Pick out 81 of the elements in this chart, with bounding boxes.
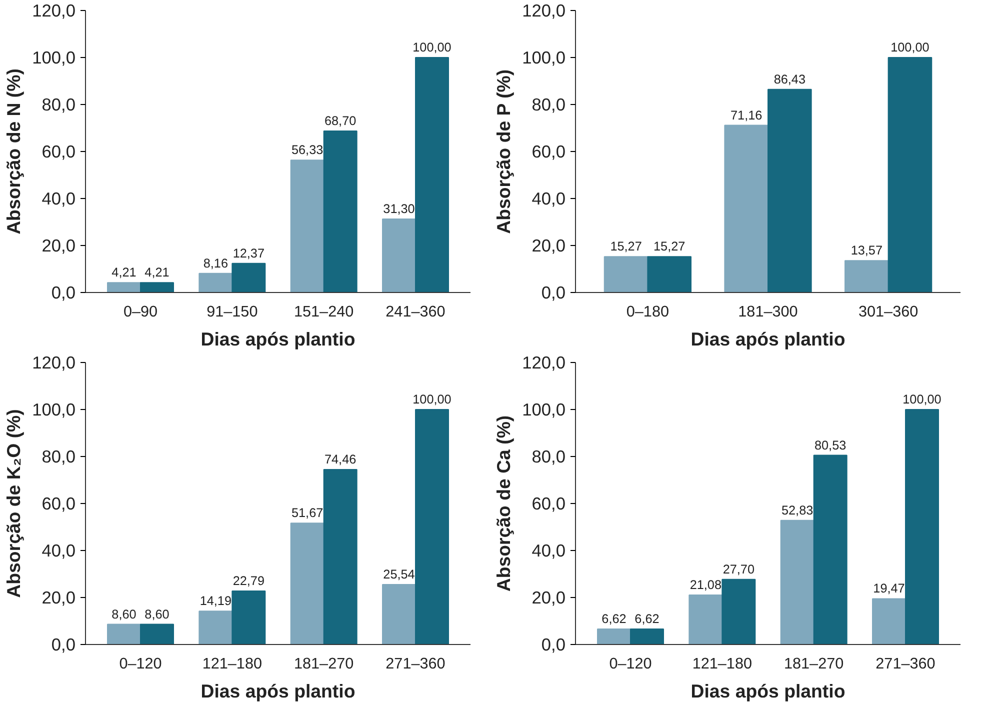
y-tick-label: 0,0 [541,282,566,302]
y-tick-label: 20,0 [532,236,566,256]
data-label: 51,67 [292,506,324,520]
y-tick-label: 40,0 [532,540,566,560]
y-tick-label: 20,0 [532,588,566,608]
data-label: 15,27 [610,240,642,254]
y-axis-title: Absorção de N (%) [3,68,24,234]
data-label: 100,00 [412,392,452,406]
data-label: 100,00 [412,40,452,54]
data-label: 8,60 [112,607,136,622]
y-tick-label: 120,0 [32,0,76,20]
data-label: 14,19 [200,594,232,608]
x-tick-label: 241–360 [386,304,446,320]
x-tick-label: 0–120 [609,656,652,672]
x-axis-title: Dias após plantio [200,680,356,702]
data-label: 15,27 [654,240,686,254]
y-tick-label: 100,0 [32,400,76,420]
y-tick-label: 80,0 [42,446,76,466]
y-axis-title: Absorção de Ca (%) [493,415,514,592]
data-label: 31,30 [383,202,415,216]
data-label: 4,21 [112,266,136,280]
y-tick-label: 60,0 [532,494,566,514]
x-tick-label: 181–300 [738,304,798,320]
y-tick-label: 120,0 [522,0,566,20]
data-label: 68,70 [324,114,356,128]
data-label: 21,08 [690,578,722,592]
data-label: 13,57 [850,244,882,258]
x-tick-label: 181–270 [294,656,354,672]
data-label: 19,47 [873,582,905,596]
y-tick-label: 40,0 [532,188,566,208]
y-tick-label: 80,0 [532,94,566,114]
x-axis-title: Dias após plantio [690,680,846,702]
y-axis-title: Absorção de P (%) [493,69,514,234]
data-label: 12,37 [232,246,265,260]
data-label: 100,00 [890,40,930,54]
y-tick-label: 40,0 [42,540,76,560]
x-tick-label: 271–360 [386,656,446,672]
data-label: 80,53 [814,438,846,452]
y-tick-label: 100,0 [32,48,76,68]
y-tick-label: 80,0 [532,446,566,466]
y-tick-label: 60,0 [42,142,76,162]
x-tick-label: 271–360 [876,656,936,672]
data-label: 52,83 [782,503,814,518]
x-tick-label: 301–360 [858,304,918,320]
data-label: 4,21 [144,266,170,280]
y-tick-label: 120,0 [32,352,76,372]
y-tick-label: 100,0 [522,400,566,420]
data-label: 100,00 [902,392,942,406]
y-tick-label: 40,0 [42,188,76,208]
data-label: 74,46 [324,452,356,467]
data-label: 6,62 [634,612,660,626]
y-tick-label: 80,0 [42,94,76,114]
x-axis-title: Dias após plantio [200,328,356,350]
y-tick-label: 0,0 [541,634,566,654]
data-label: 56,33 [292,143,324,158]
y-tick-label: 0,0 [51,282,76,302]
x-tick-label: 91–150 [206,304,258,320]
x-tick-label: 181–270 [784,656,844,672]
x-tick-label: 0–180 [626,304,669,320]
y-axis-title: Absorção de K₂O (%) [3,409,24,598]
data-label: 71,16 [730,108,762,122]
x-tick-label: 151–240 [294,304,354,320]
y-tick-label: 20,0 [42,588,76,608]
data-label: 6,62 [602,612,626,626]
data-label: 8,60 [144,607,170,622]
data-label: 8,16 [203,256,228,270]
data-label: 86,43 [774,72,806,86]
x-tick-label: 0–90 [123,304,158,320]
y-tick-label: 60,0 [42,494,76,514]
x-tick-label: 121–180 [692,656,752,672]
y-tick-label: 60,0 [532,142,566,162]
y-tick-label: 0,0 [51,634,76,654]
data-label: 22,79 [232,574,265,588]
data-label: 25,54 [383,567,415,582]
y-tick-label: 120,0 [522,352,566,372]
data-label: 27,70 [722,562,755,576]
y-tick-label: 20,0 [42,236,76,256]
x-tick-label: 0–120 [119,656,162,672]
x-axis-title: Dias após plantio [690,328,846,350]
x-tick-label: 121–180 [202,656,262,672]
y-tick-label: 100,0 [522,48,566,68]
